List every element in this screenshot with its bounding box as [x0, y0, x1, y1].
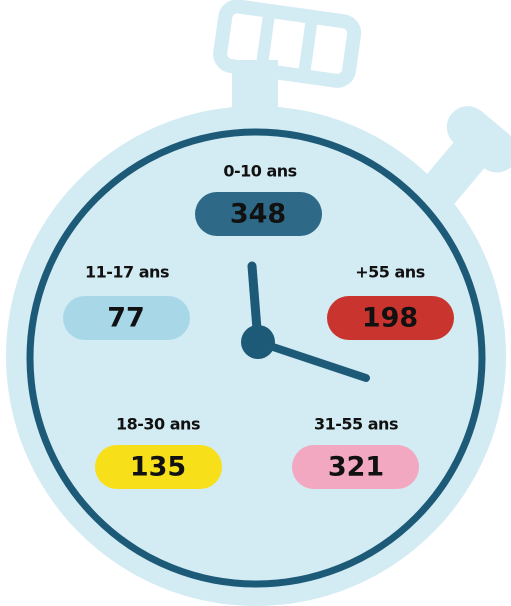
age-label: 31-55 ans	[314, 415, 398, 434]
value-pill	[292, 445, 419, 489]
age-value: 198	[362, 303, 418, 334]
minute-hand	[254, 338, 370, 382]
age-label: 11-17 ans	[85, 263, 169, 282]
crown	[213, 0, 362, 88]
value-pill	[95, 445, 222, 489]
value-pill	[63, 296, 190, 340]
value-pill	[195, 192, 322, 236]
age-value: 77	[107, 303, 145, 334]
age-value: 321	[328, 452, 384, 483]
age-label: 0-10 ans	[223, 162, 296, 181]
age-value: 135	[130, 452, 186, 483]
value-pill	[327, 296, 454, 340]
age-label: +55 ans	[355, 263, 424, 282]
hand-pivot	[241, 325, 275, 359]
age-label: 18-30 ans	[116, 415, 200, 434]
age-value: 348	[230, 199, 286, 230]
